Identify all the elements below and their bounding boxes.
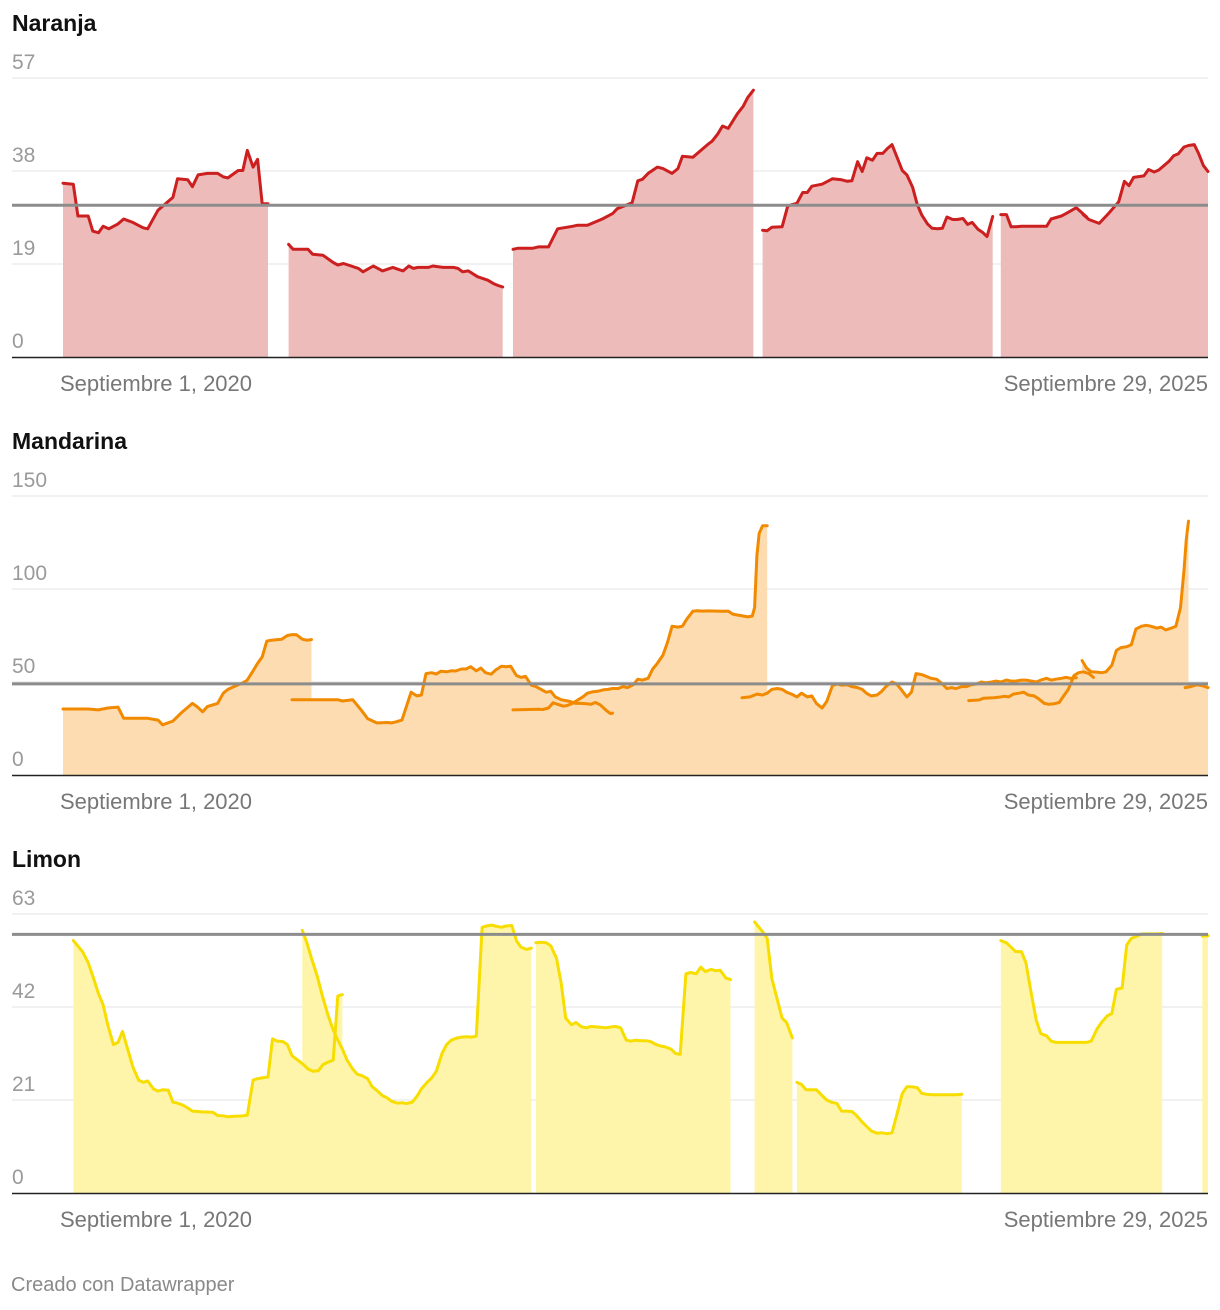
chart-title: Naranja <box>12 10 97 36</box>
y-tick-label: 57 <box>12 51 35 74</box>
chart-title: Limon <box>12 846 81 872</box>
series-line <box>511 524 769 712</box>
series-area <box>288 244 503 357</box>
chart-title: Mandarina <box>12 428 128 454</box>
series-area <box>1000 933 1163 1193</box>
y-tick-label: 0 <box>12 1166 24 1189</box>
series-area <box>63 150 268 357</box>
series-line <box>753 920 794 1040</box>
series-line <box>300 923 533 1105</box>
series-line <box>290 664 615 725</box>
y-tick-label: 50 <box>12 655 35 678</box>
y-tick-label: 42 <box>12 980 35 1003</box>
series-area <box>1000 207 1087 357</box>
chart-svg-limon: 63 42 21 0 Septiembre 1, 2020 Septiembre 29, … <box>12 887 1210 1232</box>
y-tick-label: 0 <box>12 748 24 771</box>
x-tick-label: Septiembre 1, 2020 <box>60 371 252 396</box>
series-line <box>761 143 995 239</box>
series-area <box>302 925 532 1193</box>
series-line <box>61 148 270 235</box>
y-tick-label: 150 <box>12 469 47 492</box>
series-line <box>61 633 313 727</box>
series-area <box>513 90 754 357</box>
series-line <box>534 940 732 1056</box>
series-area <box>63 634 312 775</box>
series-line <box>1080 519 1190 675</box>
series-area <box>762 144 993 357</box>
y-tick-label: 100 <box>12 562 47 585</box>
series-area <box>535 942 731 1193</box>
series-line <box>287 242 505 289</box>
series-line <box>71 939 344 1119</box>
y-tick-label: 19 <box>12 237 35 260</box>
x-tick-label: Septiembre 29, 2025 <box>1004 789 1208 814</box>
series-line <box>967 670 1095 706</box>
series-area <box>73 940 343 1193</box>
series-line <box>511 88 755 251</box>
chart-svg-mandarina: 150 100 50 0 Septiembre 1, 2020 Septiembre 29… <box>12 469 1210 814</box>
series-area <box>513 525 768 775</box>
x-tick-label: Septiembre 1, 2020 <box>60 789 252 814</box>
chart-svg-naranja: 57 38 19 0 Septiembre 1, 2020 Septiembre 29, … <box>12 51 1210 396</box>
y-tick-label: 38 <box>12 144 35 167</box>
y-tick-label: 21 <box>12 1073 35 1096</box>
footer-credit: Creado con Datawrapper <box>11 1274 235 1296</box>
series-area <box>754 922 793 1193</box>
x-tick-label: Septiembre 29, 2025 <box>1004 1207 1208 1232</box>
x-tick-label: Septiembre 1, 2020 <box>60 1207 252 1232</box>
series-area <box>796 1082 962 1193</box>
series-line <box>999 932 1164 1044</box>
y-tick-label: 0 <box>12 330 24 353</box>
x-tick-label: Septiembre 29, 2025 <box>1004 371 1208 396</box>
series-line <box>795 1080 964 1136</box>
y-tick-label: 63 <box>12 887 35 910</box>
series-area <box>1083 144 1208 357</box>
series-line <box>740 672 1078 710</box>
series-area <box>1082 521 1189 775</box>
series-line <box>999 206 1089 229</box>
series-area <box>1202 935 1208 1193</box>
series-line <box>1081 143 1210 225</box>
series-area <box>1185 684 1208 775</box>
